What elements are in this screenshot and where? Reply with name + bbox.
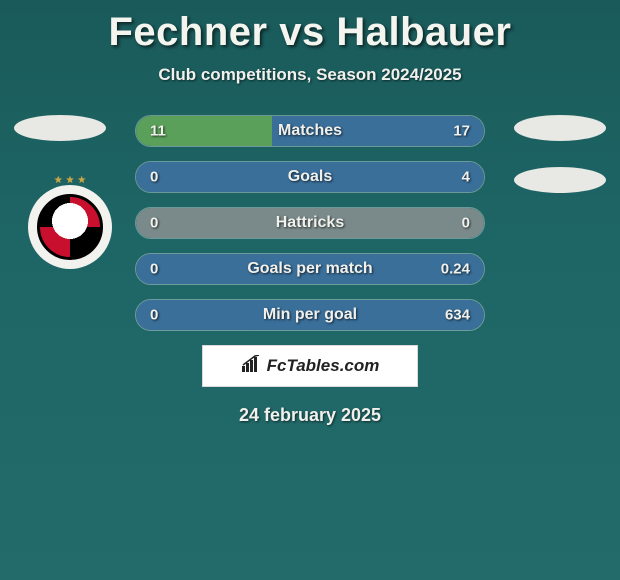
club-badge-left: ★ ★ ★ (28, 185, 112, 269)
bar-chart-icon (241, 355, 261, 378)
stat-value-left: 0 (150, 169, 158, 186)
stats-area: ★ ★ ★ 11 Matches 17 0 Goals 4 0 Hattricks 0 0 Goal… (0, 115, 620, 426)
brand-label: FcTables.com (267, 356, 380, 376)
stat-value-left: 0 (150, 307, 158, 324)
stat-row: 0 Goals per match 0.24 (135, 253, 485, 285)
stat-row: 0 Goals 4 (135, 161, 485, 193)
stat-label: Goals (288, 168, 332, 186)
stat-label: Hattricks (276, 214, 344, 232)
player-right-placeholder-1 (514, 115, 606, 141)
stat-row: 0 Hattricks 0 (135, 207, 485, 239)
stat-value-left: 0 (150, 261, 158, 278)
stat-value-right: 634 (445, 307, 470, 324)
stat-value-right: 0.24 (441, 261, 470, 278)
stat-row: 0 Min per goal 634 (135, 299, 485, 331)
badge-stars-icon: ★ ★ ★ (28, 175, 112, 186)
comparison-subtitle: Club competitions, Season 2024/2025 (0, 65, 620, 85)
brand-box[interactable]: FcTables.com (202, 345, 418, 387)
report-date: 24 february 2025 (0, 405, 620, 426)
club-badge-svww-icon (37, 194, 103, 260)
stat-row: 11 Matches 17 (135, 115, 485, 147)
player-left-placeholder (14, 115, 106, 141)
player-right-placeholder-2 (514, 167, 606, 193)
comparison-title: Fechner vs Halbauer (0, 0, 620, 55)
stat-value-left: 11 (150, 123, 166, 140)
stat-label: Matches (278, 122, 342, 140)
stat-label: Goals per match (247, 260, 372, 278)
stat-value-right: 17 (453, 123, 470, 140)
stat-value-left: 0 (150, 215, 158, 232)
stat-value-right: 0 (462, 215, 470, 232)
stat-rows-container: 11 Matches 17 0 Goals 4 0 Hattricks 0 0 Goals per … (135, 115, 485, 331)
stat-value-right: 4 (462, 169, 470, 186)
stat-label: Min per goal (263, 306, 357, 324)
